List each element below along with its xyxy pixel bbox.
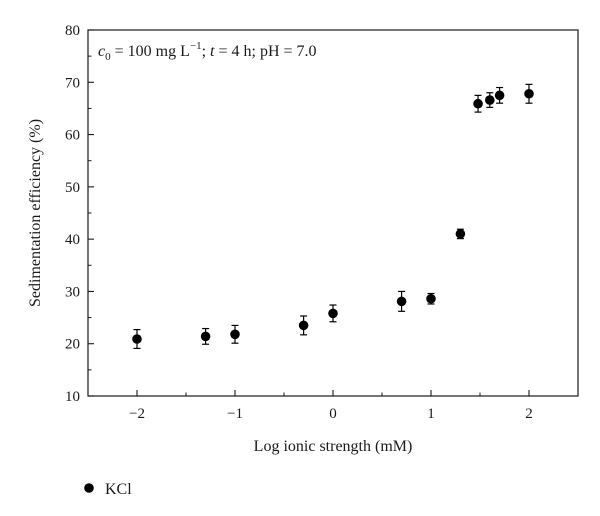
- y-axis-title: Sedimentation efficiency (%): [27, 119, 44, 307]
- data-point: [426, 293, 436, 304]
- data-point: [298, 320, 309, 331]
- data-points: [132, 88, 534, 344]
- annotation-separator: ;: [202, 43, 210, 60]
- data-point: [455, 229, 466, 239]
- data-point: [396, 296, 407, 307]
- x-tick-label: −1: [227, 406, 243, 422]
- x-tick-label: −2: [129, 406, 145, 422]
- y-tick-label: 50: [65, 180, 80, 196]
- data-point: [494, 90, 505, 101]
- x-tick-label: 0: [329, 406, 337, 422]
- data-point: [328, 308, 338, 319]
- y-tick-label: 60: [65, 128, 80, 144]
- x-axis: −2 −1 0 1 2: [87, 390, 579, 422]
- annotation-t-value: = 4 h; pH = 7.0: [214, 43, 316, 60]
- annotation-c-symbol: c: [98, 43, 105, 60]
- conditions-annotation: c0 = 100 mg L−1; t = 4 h; pH = 7.0: [98, 40, 317, 63]
- annotation-c-superscript: −1: [190, 40, 202, 52]
- annotation-c-value: = 100 mg L: [111, 43, 190, 60]
- legend-label: KCl: [105, 481, 132, 498]
- data-point: [230, 329, 240, 340]
- data-point: [132, 334, 142, 344]
- x-axis-title: Log ionic strength (mM): [254, 438, 413, 455]
- x-tick-label: 1: [427, 406, 435, 422]
- y-tick-label: 10: [65, 389, 80, 405]
- annotation-t-symbol: t: [210, 43, 215, 60]
- x-tick-label: 2: [525, 406, 533, 422]
- plot-frame: [87, 29, 579, 397]
- y-tick-label: 40: [65, 232, 80, 248]
- y-tick-label: 70: [65, 75, 80, 91]
- y-tick-label: 20: [65, 337, 80, 353]
- data-point: [524, 88, 534, 99]
- data-point: [473, 98, 483, 109]
- y-axis: 10 20 30 40 50 60 70 80: [65, 23, 94, 405]
- data-point: [485, 95, 495, 105]
- y-tick-label: 80: [65, 23, 80, 39]
- data-point: [200, 331, 211, 342]
- y-tick-label: 30: [65, 284, 80, 300]
- legend-marker: [84, 483, 94, 493]
- annotation-c-subscript: 0: [105, 51, 111, 63]
